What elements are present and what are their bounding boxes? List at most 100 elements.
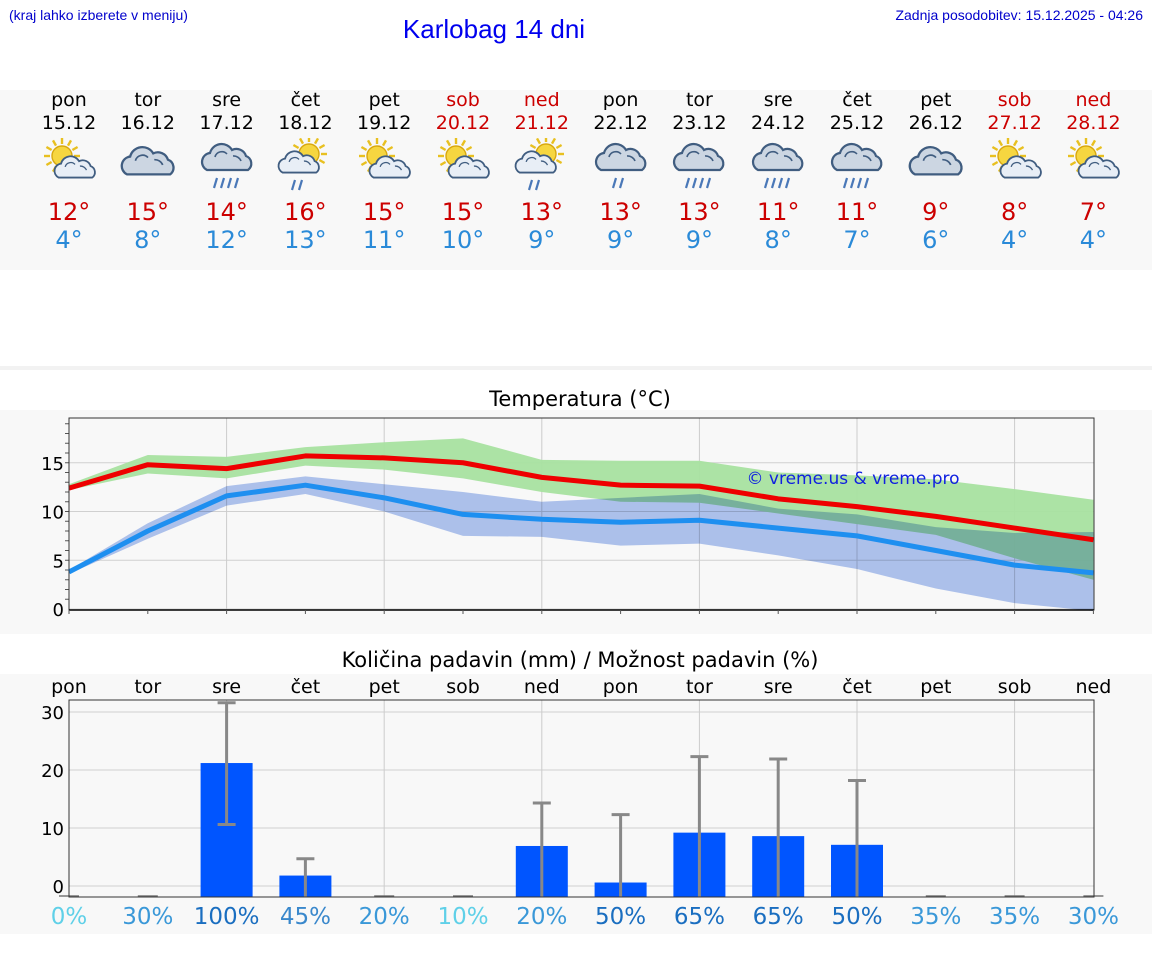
weather-icon-box <box>108 138 187 196</box>
day-name: čet <box>290 89 321 111</box>
precip-probability: 20% <box>358 904 410 930</box>
max-temperature: 12° <box>47 198 91 226</box>
day-date: 24.12 <box>750 112 806 134</box>
max-temperature: 13° <box>599 198 642 226</box>
weather-icon-box <box>896 138 975 196</box>
precip-day-label: sob <box>446 676 480 698</box>
y-tick-label: 30 <box>41 703 64 724</box>
sun-cloud-icon <box>359 138 412 179</box>
weather-icon-box <box>30 138 109 196</box>
precip-probability: 50% <box>595 904 647 930</box>
divider <box>0 366 1152 370</box>
cloud-shape <box>514 150 557 174</box>
weather-icon-box <box>187 138 266 196</box>
cloud-shape <box>447 155 490 179</box>
day-date: 26.12 <box>908 112 963 134</box>
day-date: 15.12 <box>41 112 97 134</box>
max-temperature: 7° <box>1079 198 1108 226</box>
precip-day-label: ned <box>1075 676 1112 698</box>
rain-shape <box>527 179 540 191</box>
day-name: pet <box>920 89 952 111</box>
weather-icon-box <box>975 138 1054 196</box>
sun-cloud-icon <box>438 138 490 179</box>
rain-shape <box>611 177 624 189</box>
day-date: 27.12 <box>987 112 1042 134</box>
cloud-shape <box>908 145 963 176</box>
cloud-rain-icon <box>673 142 725 189</box>
weather-icon-box <box>424 138 503 196</box>
precip-day-label: čet <box>290 676 321 698</box>
max-temperature-line <box>68 453 1094 543</box>
min-temperature: 9° <box>528 226 556 254</box>
min-temperature-line <box>67 482 1094 576</box>
day-date: 19.12 <box>356 112 412 134</box>
day-name: pet <box>368 89 400 111</box>
min-temperature: 9° <box>606 226 635 254</box>
min-temperature: 9° <box>685 226 714 254</box>
rain-shape <box>685 177 712 189</box>
day-date: 21.12 <box>514 112 569 134</box>
page-title: Karlobag 14 dni <box>402 14 586 44</box>
precip-probability: 30% <box>1067 904 1119 930</box>
rain-shape <box>212 177 239 189</box>
precip-probability: 45% <box>279 904 331 930</box>
day-name: pon <box>602 89 639 111</box>
rain-shape <box>291 179 304 191</box>
min-temperature: 4° <box>1079 226 1108 254</box>
precip-day-label: tor <box>134 676 162 698</box>
day-name: ned <box>1075 89 1112 111</box>
precip-probability: 20% <box>516 904 568 930</box>
precipitation-chart: 0 10 20 30 <box>41 699 1104 898</box>
sun-cloud-icon <box>1068 138 1121 179</box>
precip-day-label: ned <box>523 676 560 698</box>
day-date: 20.12 <box>435 112 491 134</box>
precip-probability: 50% <box>831 904 883 930</box>
min-temperature: 13° <box>284 226 327 254</box>
precip-day-label: pet <box>920 676 952 698</box>
sun-cloud-icon <box>44 138 96 179</box>
precip-day-label: sob <box>997 676 1032 698</box>
max-temperature: 9° <box>922 198 950 226</box>
max-temperature: 15° <box>126 198 170 226</box>
weather-icon-box <box>1054 138 1133 196</box>
min-temperature: 4° <box>1000 226 1029 254</box>
cloud-shape <box>278 150 321 174</box>
temperature-chart-title: Temperatura (°C) <box>489 387 671 411</box>
precip-day-label: pon <box>51 676 87 698</box>
cloud-rain-icon <box>830 142 883 189</box>
min-temperature: 7° <box>843 226 871 254</box>
day-name: sre <box>212 89 242 111</box>
day-name: tor <box>685 89 713 111</box>
day-name: sre <box>763 89 793 111</box>
cloud-rain-icon <box>752 142 804 189</box>
rain-shape <box>842 177 870 189</box>
max-temperature: 13° <box>678 198 721 226</box>
precip-probability: 65% <box>752 904 804 930</box>
precip-day-label: pon <box>602 676 639 698</box>
y-tick-label: 10 <box>41 503 64 524</box>
forecast-strip <box>0 90 1152 270</box>
precip-probability: 100% <box>193 904 260 930</box>
min-temperature: 6° <box>922 226 950 254</box>
weather-icon-box <box>818 138 897 196</box>
day-name: tor <box>134 89 162 111</box>
day-date: 23.12 <box>672 112 727 134</box>
day-date: 22.12 <box>593 112 648 134</box>
cloud-shape <box>752 142 804 172</box>
cloud-shape <box>200 142 252 172</box>
y-tick-label: 20 <box>41 761 64 782</box>
weather-icon-box <box>660 138 739 196</box>
max-temperature: 15° <box>441 198 485 226</box>
precip-day-label: pet <box>368 676 400 698</box>
cloud-shape <box>999 155 1042 179</box>
cloud-icon <box>908 145 963 176</box>
max-temperature: 14° <box>205 198 248 226</box>
temperature-chart: 0 5 10 15 © vreme.us & vreme.pro <box>41 417 1095 621</box>
y-tick-label: 0 <box>53 600 64 621</box>
day-name: pon <box>51 89 87 111</box>
last-updated: Zadnja posodobitev: 15.12.2025 - 04:26 <box>895 7 1143 23</box>
weather-icon-box <box>739 138 818 196</box>
max-temperature: 8° <box>1000 198 1029 226</box>
precip-probability: 35% <box>989 904 1041 930</box>
sun-cloud-rain-icon <box>278 138 328 191</box>
